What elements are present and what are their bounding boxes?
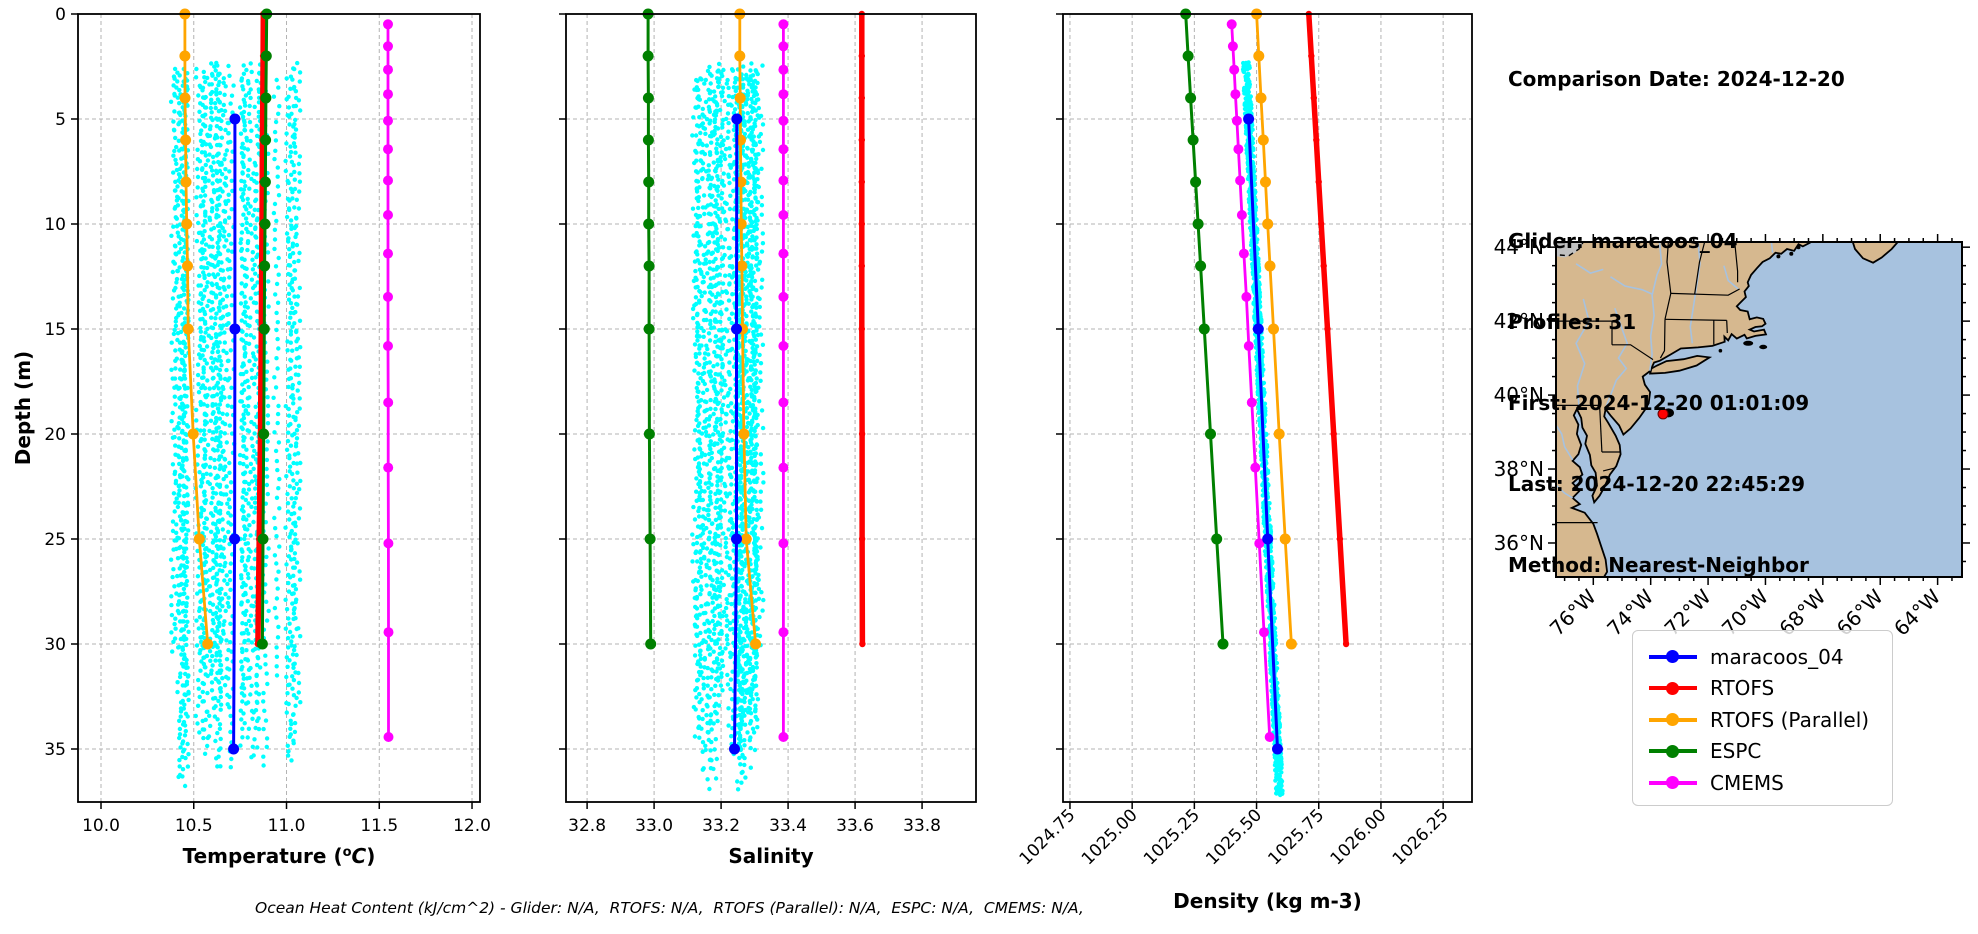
cmems-dot-swatch xyxy=(1666,776,1679,790)
density-series-rtofs xyxy=(1305,10,1350,648)
glider-deployment-marker xyxy=(1657,408,1669,420)
density-plot: 1024.751025.001025.251025.501025.751026.… xyxy=(1016,8,1473,913)
legend-label: RTOFS (Parallel) xyxy=(1710,707,1870,732)
salinity-gridlines xyxy=(566,13,976,802)
density-frame xyxy=(1062,13,1473,803)
map-ticks xyxy=(1548,234,1970,585)
svg-text:12.0: 12.0 xyxy=(453,816,491,836)
svg-text:33.2: 33.2 xyxy=(702,816,740,836)
salinity-series-maracoos-04 xyxy=(729,113,743,755)
salinity-xtick-labels: 32.8 33.0 33.2 33.4 33.6 33.8 xyxy=(568,816,941,836)
svg-text:10.0: 10.0 xyxy=(82,816,120,836)
rivers xyxy=(1556,242,1774,499)
method-text: Method: Nearest-Neighbor xyxy=(1508,553,1809,577)
map-frame xyxy=(1555,241,1963,578)
depth-axis-label: Depth (m) xyxy=(11,351,35,465)
svg-text:32.8: 32.8 xyxy=(568,816,606,836)
salinity-series-cmems xyxy=(778,19,789,742)
temperature-series-cmems xyxy=(383,19,394,742)
profiles-count-text: Profiles: 31 xyxy=(1508,310,1637,334)
espc-dot-swatch xyxy=(1666,744,1679,758)
temperature-plot: 10.0 10.5 11.0 11.5 12.0 Temperature (oC) xyxy=(71,8,491,868)
map-lat-labels: 44°N42°N40°N38°N36°N xyxy=(1494,235,1544,555)
rtofs-dot-swatch xyxy=(1666,681,1679,695)
legend-label: CMEMS xyxy=(1710,770,1784,795)
svg-text:10.5: 10.5 xyxy=(175,816,213,836)
rtofs-parallel-dot-swatch xyxy=(1666,713,1679,727)
nova-scotia xyxy=(1851,242,1899,264)
legend-label: RTOFS xyxy=(1710,676,1775,701)
temperature-xtick-labels: 10.0 10.5 11.0 11.5 12.0 xyxy=(82,816,491,836)
temperature-ticks xyxy=(71,13,473,809)
salinity-ticks xyxy=(559,13,923,809)
temperature-xlabel: Temperature (oC) xyxy=(183,844,376,868)
cmems-line-swatch xyxy=(1649,776,1697,790)
svg-text:33.6: 33.6 xyxy=(836,816,874,836)
density-xlabel: Density (kg m-3) xyxy=(1173,889,1362,913)
legend-label: maracoos_04 xyxy=(1710,644,1844,669)
legend: maracoos_04 RTOFS RTOFS (Parallel) ESPC … xyxy=(1632,630,1893,806)
ocean-heat-content-text: Ocean Heat Content (kJ/cm^2) - Glider: N… xyxy=(255,899,1084,917)
first-profile-text: First: 2024-12-20 01:01:09 xyxy=(1508,391,1810,415)
state-borders xyxy=(1556,242,1740,524)
salinity-frame xyxy=(565,13,977,803)
legend-item-espc: ESPC xyxy=(1649,736,1892,768)
density-series-rtofs-parallel- xyxy=(1251,8,1297,650)
espc-line-swatch xyxy=(1649,744,1697,758)
density-ticks xyxy=(1056,13,1444,809)
salinity-xlabel: Salinity xyxy=(728,844,813,868)
legend-item-rtofs-parallel: RTOFS (Parallel) xyxy=(1649,704,1892,736)
glider-dot-swatch xyxy=(1666,650,1679,664)
temperature-series-maracoos-04 xyxy=(228,113,241,755)
density-series-cmems xyxy=(1226,19,1275,742)
glider-line-swatch xyxy=(1649,650,1697,664)
salinity-series-espc xyxy=(642,8,657,650)
svg-text:11.0: 11.0 xyxy=(268,816,306,836)
svg-text:33.8: 33.8 xyxy=(903,816,941,836)
rtofs-line-swatch xyxy=(1649,681,1697,695)
lake-ontario xyxy=(1556,242,1584,258)
density-series-espc xyxy=(1180,8,1229,650)
info-spacer xyxy=(1508,147,1845,174)
salinity-plot: 32.8 33.0 33.2 33.4 33.6 33.8 Salinity xyxy=(559,8,977,868)
rtofs-parallel-line-swatch xyxy=(1649,713,1697,727)
long-island xyxy=(1648,354,1713,375)
legend-label: ESPC xyxy=(1710,739,1762,764)
last-profile-text: Last: 2024-12-20 22:45:29 xyxy=(1508,472,1806,496)
legend-item-glider: maracoos_04 xyxy=(1649,641,1892,673)
legend-item-cmems: CMEMS xyxy=(1649,767,1892,799)
salinity-glider-raw-points xyxy=(690,61,766,792)
temperature-frame xyxy=(77,13,481,803)
coastal-islands xyxy=(1718,245,1801,353)
info-block: Comparison Date: 2024-12-20 Glider: mara… xyxy=(1508,12,1845,633)
svg-text:33.0: 33.0 xyxy=(635,816,673,836)
salinity-series-rtofs xyxy=(858,10,866,648)
temperature-series-espc xyxy=(256,8,273,650)
mainland-landmass xyxy=(1556,242,1813,577)
glider-name-text: Glider: maracoos_04 xyxy=(1508,229,1738,253)
density-series-maracoos-04 xyxy=(1243,113,1283,755)
svg-text:33.4: 33.4 xyxy=(769,816,807,836)
legend-item-rtofs: RTOFS xyxy=(1649,673,1892,705)
svg-text:11.5: 11.5 xyxy=(360,816,398,836)
map-layers xyxy=(1556,242,1962,577)
density-xtick-labels: 1024.751025.001025.251025.501025.751026.… xyxy=(1016,805,1453,869)
comparison-date-text: Comparison Date: 2024-12-20 xyxy=(1508,67,1845,91)
canada-border-dashed xyxy=(1556,242,1585,257)
